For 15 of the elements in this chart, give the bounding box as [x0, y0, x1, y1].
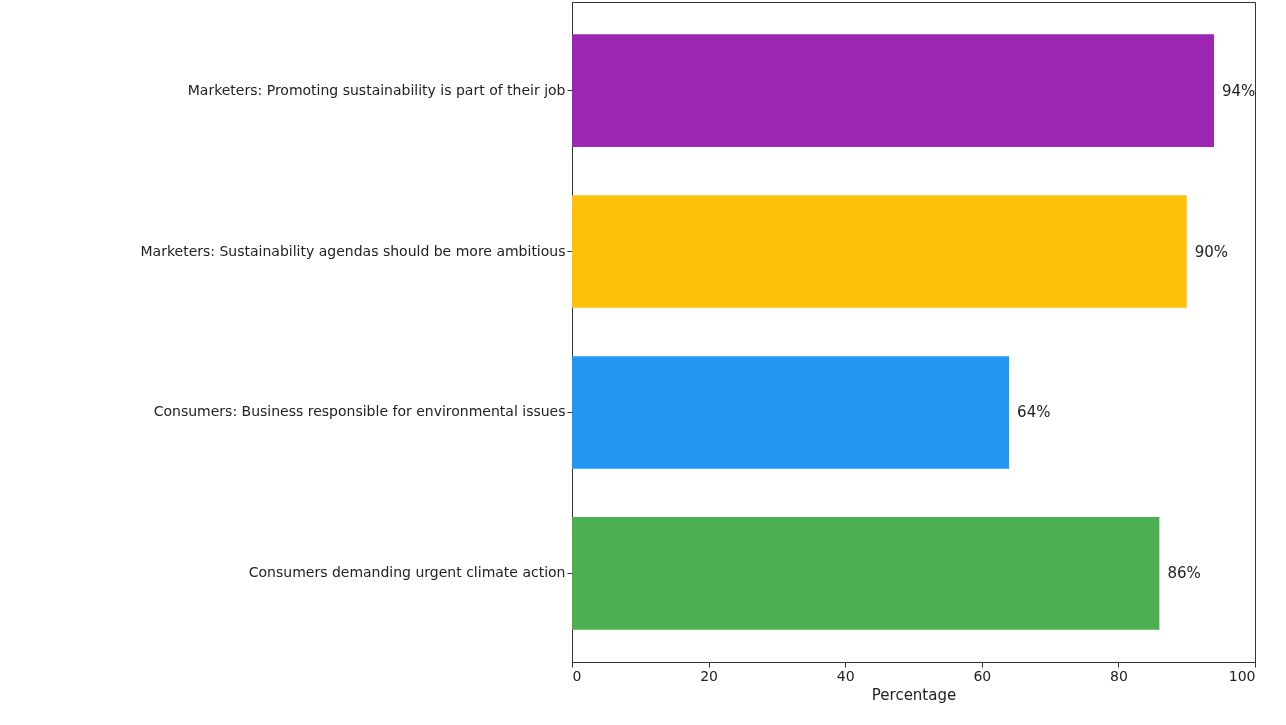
y-tick-label: Marketers: Promoting sustainability is part of their job	[187, 81, 566, 98]
data-label: 90%	[1194, 242, 1229, 261]
data-label: 64%	[1017, 403, 1051, 422]
x-tick-label: 40	[836, 667, 855, 684]
x-tick-label: 60	[973, 667, 992, 684]
x-tick-label: 20	[700, 667, 719, 684]
x-tick-label: 80	[1109, 667, 1128, 684]
data-label: 86%	[1167, 564, 1201, 583]
y-tick-label: Consumers demanding urgent climate action	[248, 564, 566, 581]
y-tick-label: Marketers: Sustainability agendas should be more ambitious	[140, 242, 566, 259]
x-tick-label: 0	[572, 667, 582, 684]
x-tick-label: 100	[1228, 667, 1256, 684]
y-tick-label: Consumers: Business responsible for environmental issues	[153, 403, 566, 420]
x-axis-title: Percentage	[871, 685, 957, 704]
data-label: 94%	[1222, 81, 1256, 100]
